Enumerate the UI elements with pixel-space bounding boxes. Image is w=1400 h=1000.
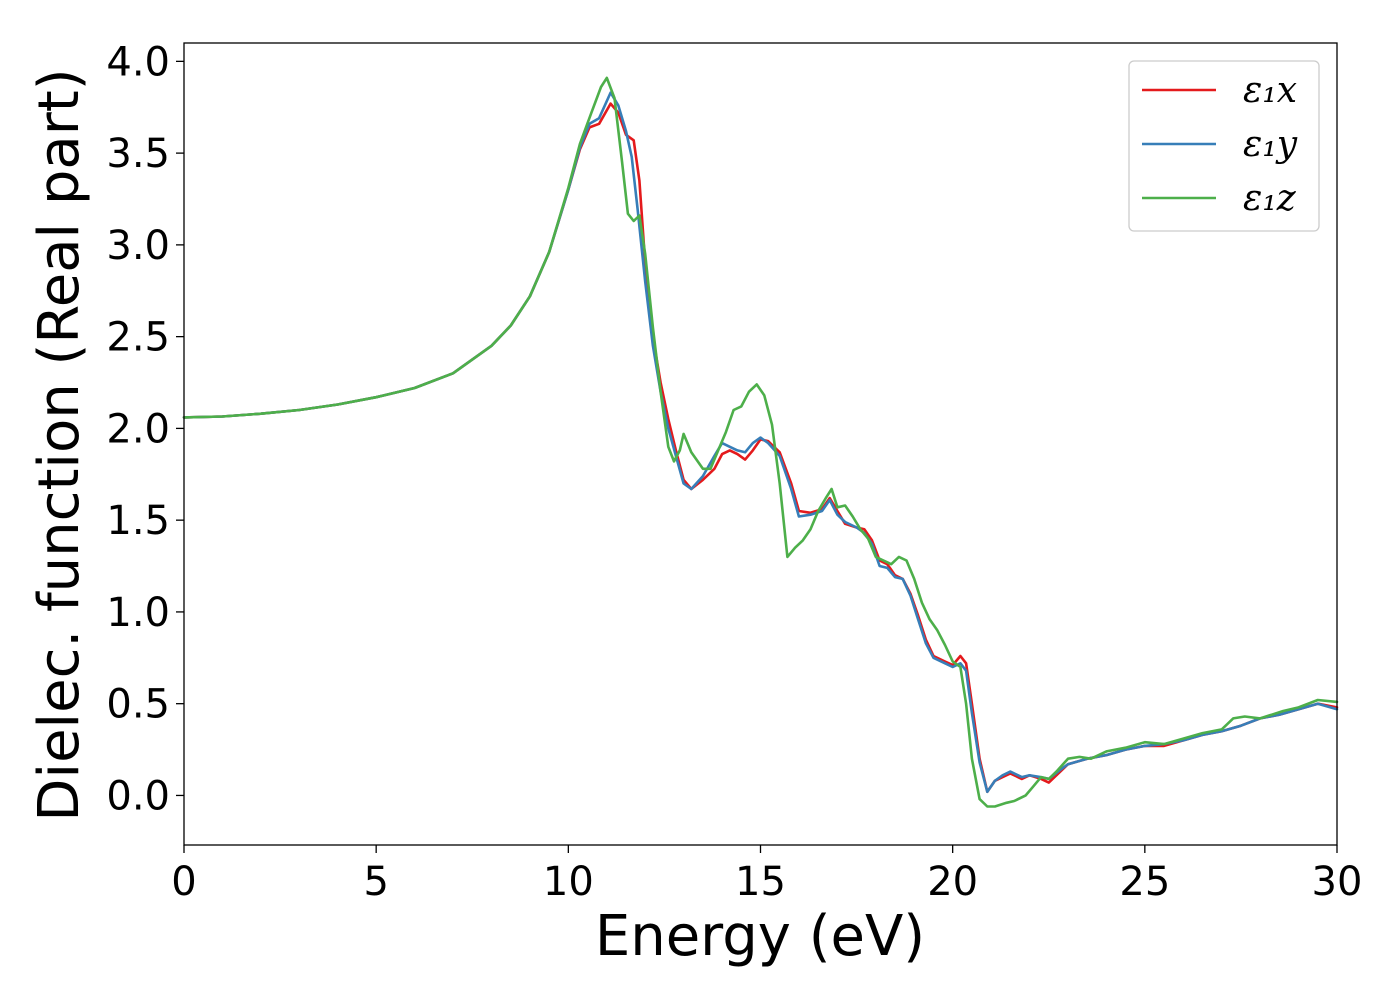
series-line-2 bbox=[182, 76, 1339, 808]
y-tick-label: 4.0 bbox=[106, 39, 170, 85]
y-tick-label: 1.0 bbox=[106, 590, 170, 636]
y-tick-label: 0.0 bbox=[106, 773, 170, 819]
y-tick-label: 1.5 bbox=[106, 498, 170, 544]
x-axis-title: Energy (eV) bbox=[595, 904, 925, 969]
legend-box bbox=[1128, 60, 1320, 232]
plot-area bbox=[182, 76, 1339, 808]
legend-label-1: ε₁y bbox=[1243, 124, 1298, 165]
x-tick-label: 5 bbox=[363, 859, 388, 905]
x-tick-label: 0 bbox=[171, 859, 196, 905]
legend-label-2: ε₁z bbox=[1243, 178, 1297, 219]
x-tick-label: 20 bbox=[927, 859, 978, 905]
y-tick-label: 2.0 bbox=[106, 406, 170, 452]
y-tick-label: 0.5 bbox=[106, 682, 170, 728]
y-tick-label: 3.5 bbox=[106, 131, 170, 177]
legend-label-0: ε₁x bbox=[1243, 70, 1297, 111]
y-tick-label: 2.5 bbox=[106, 315, 170, 361]
x-tick-label: 15 bbox=[735, 859, 786, 905]
x-tick-label: 25 bbox=[1119, 859, 1170, 905]
legend: ε₁x ε₁y ε₁z bbox=[1128, 60, 1320, 232]
x-axis: 0 5 10 15 20 25 30 bbox=[171, 845, 1362, 905]
y-axis-title: Dielec. function (Real part) bbox=[27, 68, 92, 821]
x-tick-label: 10 bbox=[543, 859, 594, 905]
y-tick-label: 3.0 bbox=[106, 223, 170, 269]
y-axis: 0.0 0.5 1.0 1.5 2.0 2.5 3.0 3.5 4.0 bbox=[106, 39, 184, 819]
series-line-1 bbox=[182, 91, 1339, 794]
x-tick-label: 30 bbox=[1312, 859, 1363, 905]
